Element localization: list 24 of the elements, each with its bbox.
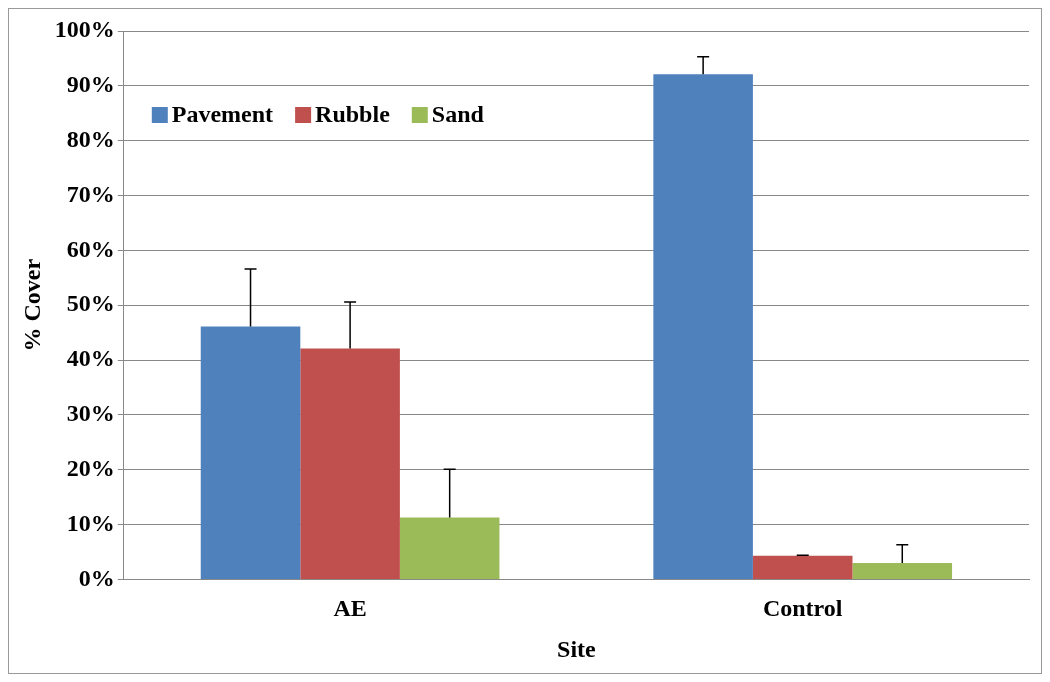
legend-label: Rubble xyxy=(315,101,391,128)
y-tick-label: 50% xyxy=(66,290,115,317)
y-tick-label: 40% xyxy=(66,345,115,372)
y-tick-label: 100% xyxy=(54,16,115,43)
y-tick-label: 0% xyxy=(78,564,115,591)
y-tick-label: 80% xyxy=(66,125,115,152)
bar xyxy=(399,517,500,579)
bar xyxy=(852,562,953,579)
bar xyxy=(653,74,753,579)
bar xyxy=(752,555,853,579)
x-tick-label: Control xyxy=(762,595,843,621)
bar xyxy=(300,348,400,579)
y-tick-label: 60% xyxy=(66,235,115,262)
y-tick-label: 90% xyxy=(66,71,115,98)
y-tick-label: 30% xyxy=(66,400,115,427)
bar xyxy=(200,326,301,579)
legend-label: Pavement xyxy=(171,101,274,128)
x-axis-title: Site xyxy=(557,635,597,662)
x-tick-label: AE xyxy=(333,595,367,621)
y-tick-label: 70% xyxy=(66,180,115,207)
y-axis-title: % Cover xyxy=(18,258,45,352)
legend-label: Sand xyxy=(431,101,485,128)
y-tick-label: 20% xyxy=(66,454,115,481)
y-tick-label: 10% xyxy=(66,509,115,536)
